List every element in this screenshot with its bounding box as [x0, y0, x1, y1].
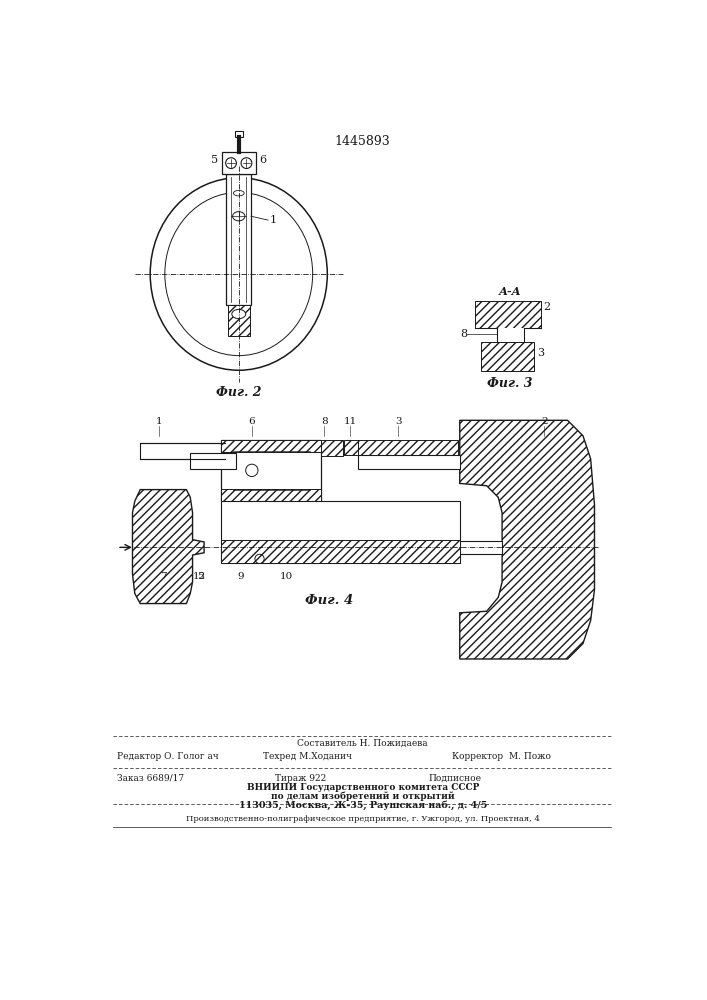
Text: Тираж 922: Тираж 922 [275, 774, 326, 783]
Bar [222, 152, 256, 174]
Bar [321, 440, 343, 456]
Text: 12: 12 [193, 572, 206, 581]
Text: Корректор  М. Пожо: Корректор М. Пожо [452, 752, 551, 761]
Bar [228, 305, 250, 336]
Text: Производственно-полиграфическое предприятие, г. Ужгород, ул. Проектная, 4: Производственно-полиграфическое предприя… [186, 815, 539, 823]
Text: Подписное: Подписное [429, 774, 482, 783]
Bar [321, 541, 502, 554]
Text: А-А: А-А [498, 286, 521, 297]
Bar [475, 301, 541, 328]
Text: 113035, Москва, Ж-35, Раушская наб., д. 4/5: 113035, Москва, Ж-35, Раушская наб., д. … [238, 801, 487, 810]
Text: 2: 2 [544, 302, 551, 312]
Text: Редактор О. Голог ач: Редактор О. Голог ач [117, 752, 219, 761]
Bar [221, 440, 321, 501]
Text: 7: 7 [160, 572, 167, 581]
Text: Фиг. 2: Фиг. 2 [216, 386, 262, 399]
Polygon shape [460, 420, 595, 659]
Text: Заказ 6689/17: Заказ 6689/17 [117, 774, 185, 783]
Bar [221, 501, 460, 563]
Text: 8: 8 [321, 417, 327, 426]
Text: 6: 6 [249, 417, 255, 426]
Text: Фиг. 4: Фиг. 4 [305, 594, 353, 607]
Text: 3: 3 [395, 417, 402, 426]
Text: 11: 11 [344, 417, 357, 426]
Bar [497, 328, 524, 342]
Bar [221, 440, 321, 452]
Text: 1: 1 [269, 215, 276, 225]
Text: Техред М.Ходанич: Техред М.Ходанич [264, 752, 352, 761]
Text: 1: 1 [156, 417, 163, 426]
Bar [221, 489, 321, 501]
Bar [358, 455, 460, 469]
Polygon shape [132, 490, 204, 604]
Text: 9: 9 [237, 572, 244, 581]
Text: по делам изобретений и открытий: по делам изобретений и открытий [271, 791, 455, 801]
Ellipse shape [232, 309, 246, 319]
Bar [140, 443, 225, 459]
Text: 8: 8 [460, 329, 467, 339]
Bar [235, 131, 243, 137]
Bar [221, 540, 460, 563]
Text: 10: 10 [280, 572, 293, 581]
Text: 3: 3 [537, 348, 544, 358]
Text: 5: 5 [211, 155, 218, 165]
Text: 1445893: 1445893 [335, 135, 390, 148]
Bar [344, 440, 358, 455]
Bar [358, 440, 458, 455]
Bar [481, 342, 534, 371]
Text: 5: 5 [197, 572, 204, 581]
Text: Составитель Н. Пожидаева: Составитель Н. Пожидаева [298, 739, 428, 748]
Text: 2: 2 [541, 417, 548, 426]
Text: Фиг. 3: Фиг. 3 [487, 377, 532, 390]
Text: ВНИИПИ Государственного комитета СССР: ВНИИПИ Государственного комитета СССР [247, 783, 479, 792]
Bar [190, 453, 236, 469]
Text: 6: 6 [259, 155, 266, 165]
Bar [226, 174, 251, 305]
